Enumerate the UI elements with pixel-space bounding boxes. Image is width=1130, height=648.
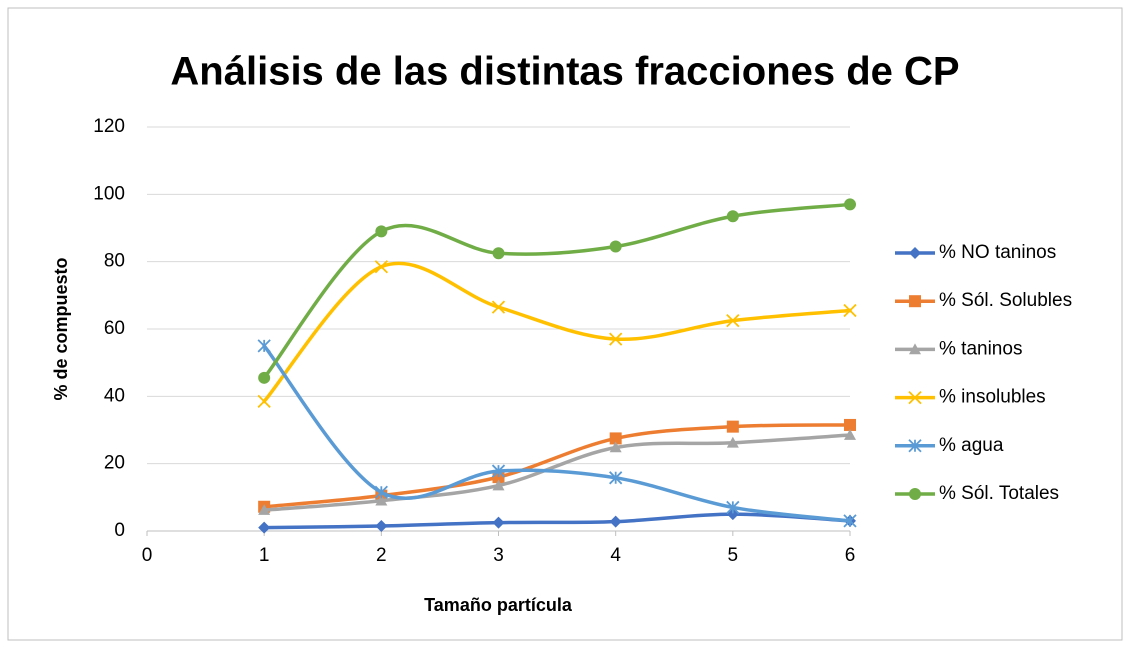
marker bbox=[909, 295, 921, 308]
marker bbox=[908, 439, 922, 453]
legend-label: % agua bbox=[939, 435, 1004, 456]
y-axis-title: % de compuesto bbox=[51, 257, 71, 400]
legend-label: % NO taninos bbox=[939, 242, 1056, 263]
marker bbox=[375, 519, 388, 532]
x-tick-label: 5 bbox=[728, 545, 739, 566]
marker bbox=[909, 488, 921, 500]
y-tick-label: 0 bbox=[114, 520, 125, 541]
y-tick-label: 80 bbox=[104, 251, 125, 272]
legend-item: % Sól. Totales bbox=[895, 483, 1059, 504]
marker bbox=[258, 504, 271, 515]
marker bbox=[843, 303, 857, 318]
marker bbox=[726, 420, 739, 433]
marker bbox=[844, 418, 856, 431]
legend-item: % NO taninos bbox=[895, 242, 1056, 263]
x-tick-label: 3 bbox=[493, 545, 504, 566]
marker bbox=[609, 441, 622, 453]
series-line bbox=[262, 512, 852, 530]
chart-border bbox=[7, 7, 1123, 641]
x-axis-title: Tamaño partícula bbox=[424, 595, 573, 615]
legend-item: % insolubles bbox=[895, 387, 1046, 408]
x-tick-label: 2 bbox=[376, 545, 387, 566]
y-tick-label: 100 bbox=[93, 183, 125, 204]
marker bbox=[375, 225, 388, 238]
marker bbox=[843, 514, 857, 528]
marker bbox=[609, 432, 622, 445]
chart-title: Análisis de las distintas fracciones de … bbox=[170, 50, 959, 94]
marker bbox=[609, 332, 623, 346]
marker bbox=[491, 464, 506, 478]
marker bbox=[726, 210, 739, 223]
marker bbox=[726, 436, 739, 448]
marker bbox=[257, 339, 271, 353]
legend-item: % taninos bbox=[895, 338, 1022, 359]
y-tick-label: 40 bbox=[104, 385, 125, 406]
marker bbox=[492, 247, 505, 260]
marker bbox=[609, 471, 623, 485]
series-line bbox=[262, 423, 852, 509]
marker bbox=[492, 516, 505, 529]
legend-item: % Sól. Solubles bbox=[895, 290, 1072, 311]
marker bbox=[909, 247, 921, 259]
marker bbox=[609, 515, 622, 528]
legend-label: % Sól. Totales bbox=[939, 483, 1059, 504]
marker bbox=[609, 240, 622, 253]
marker bbox=[257, 394, 271, 409]
x-tick-label: 4 bbox=[610, 545, 621, 566]
legend-label: % taninos bbox=[939, 338, 1022, 359]
y-tick-label: 120 bbox=[93, 116, 125, 137]
marker bbox=[258, 521, 271, 534]
marker bbox=[844, 198, 856, 211]
marker bbox=[258, 371, 271, 384]
marker bbox=[908, 390, 922, 405]
marker bbox=[374, 260, 388, 274]
marker bbox=[726, 313, 740, 328]
legend-label: % Sól. Solubles bbox=[939, 290, 1072, 311]
series-line bbox=[262, 344, 852, 523]
x-tick-label: 0 bbox=[142, 545, 153, 566]
marker bbox=[726, 500, 740, 515]
series-line bbox=[262, 433, 852, 512]
marker bbox=[909, 343, 921, 355]
marker bbox=[491, 300, 506, 314]
x-tick-label: 6 bbox=[845, 545, 856, 566]
x-tick-label: 1 bbox=[259, 545, 270, 566]
y-tick-label: 20 bbox=[104, 453, 125, 474]
marker bbox=[375, 494, 388, 506]
legend-item: % agua bbox=[895, 435, 1004, 456]
marker bbox=[844, 429, 856, 440]
legend-label: % insolubles bbox=[939, 387, 1046, 408]
marker bbox=[492, 479, 505, 491]
y-tick-label: 60 bbox=[104, 318, 125, 339]
marker bbox=[374, 485, 388, 499]
series-line bbox=[262, 261, 852, 404]
marker bbox=[726, 508, 739, 521]
